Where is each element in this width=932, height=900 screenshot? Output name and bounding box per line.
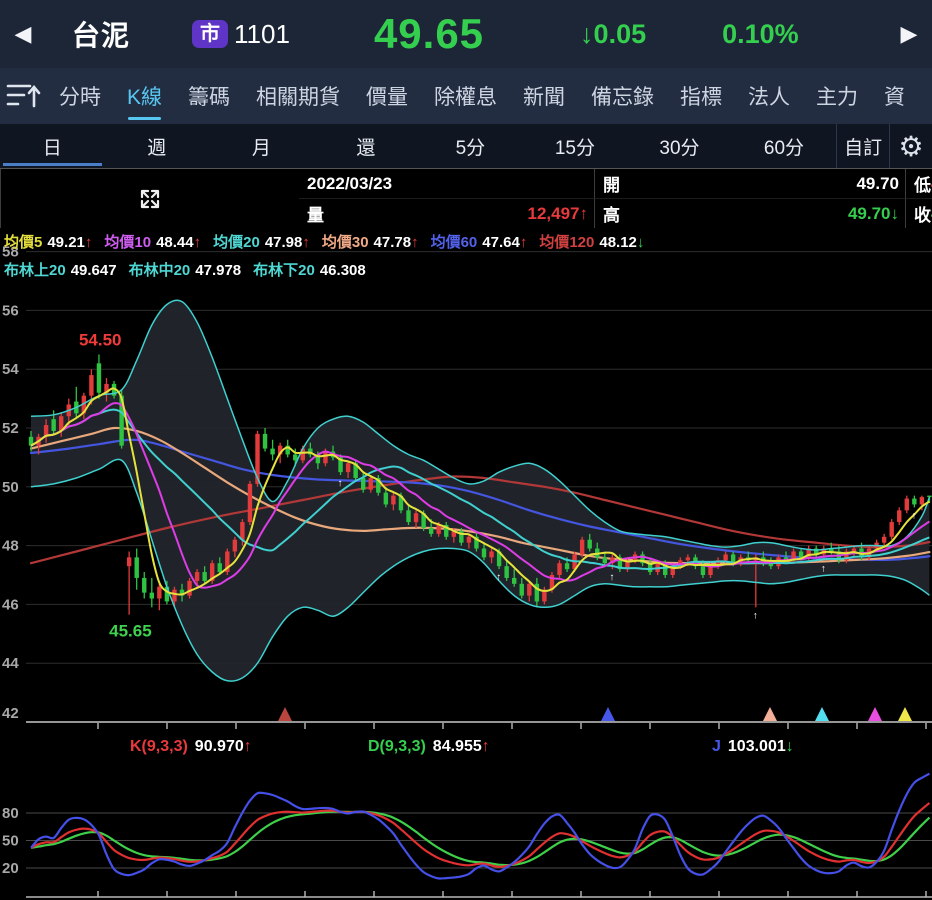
- chart-area: 58 56 54 52 50 48 46 44 42 ↑ ↑ ↑ ↑ ↑ ↑ 54.50 45.65 均價5 49…: [0, 228, 932, 900]
- svg-text:44: 44: [2, 655, 19, 672]
- sort-list-icon[interactable]: [0, 79, 46, 113]
- price-change-percent: 0.10%: [722, 18, 799, 49]
- tab-5[interactable]: 價量: [366, 86, 409, 109]
- tab-4[interactable]: 相關期貨: [256, 86, 341, 109]
- tab-9[interactable]: 指標: [680, 86, 723, 109]
- stock-code: 1101: [234, 18, 290, 49]
- kdj-legend-item-3: J 103.001↓: [712, 738, 794, 755]
- svg-text:56: 56: [2, 302, 19, 319]
- svg-text:54.50: 54.50: [79, 331, 122, 350]
- down-arrow-icon: ↓: [890, 203, 900, 223]
- period-2[interactable]: 週: [147, 137, 167, 159]
- quote-open: 開 49.70: [594, 169, 905, 199]
- period-4[interactable]: 還: [356, 137, 376, 159]
- quote-date: 2022/03/23: [299, 169, 594, 199]
- price-change: ↓0.05: [580, 18, 647, 49]
- quote-high: 高 49.70↓: [594, 199, 905, 229]
- period-6[interactable]: 15分: [554, 137, 595, 159]
- tab-bar: 分時 K線 籌碼 相關期貨 價量 除權息 新聞 備忘錄 指標 法人 主力 資: [0, 68, 932, 124]
- svg-text:58: 58: [2, 244, 19, 261]
- header: ◀ 台泥 市 1101 49.65 ↓0.05 0.10% ▶: [0, 0, 932, 68]
- up-arrow-icon: ↑: [579, 203, 589, 223]
- prev-stock-button[interactable]: ◀: [14, 21, 32, 46]
- svg-text:↑: ↑: [609, 572, 614, 583]
- svg-text:48: 48: [2, 538, 19, 555]
- kdj-legend: K(9,3,3) 90.970↑ D(9,3,3) 84.955↑ J 103.001↓: [0, 735, 932, 765]
- svg-text:52: 52: [2, 420, 19, 437]
- tab-list: 分時 K線 籌碼 相關期貨 價量 除權息 新聞 備忘錄 指標 法人 主力 資: [46, 68, 918, 124]
- stock-name: 台泥: [72, 20, 131, 51]
- svg-text:↑: ↑: [338, 478, 343, 489]
- period-1[interactable]: 日: [0, 124, 105, 168]
- svg-text:↑: ↑: [753, 610, 758, 621]
- svg-text:54: 54: [2, 361, 19, 378]
- svg-text:50: 50: [2, 833, 19, 850]
- tab-11[interactable]: 主力: [816, 86, 859, 109]
- last-price: 49.65: [373, 10, 485, 57]
- fullscreen-expand-icon[interactable]: [0, 169, 299, 229]
- quote-close: 收 49.65↓: [905, 199, 932, 229]
- kdj-legend-item-2: D(9,3,3) 84.955↑: [368, 738, 490, 755]
- kdj-indicator-chart[interactable]: 80 50 20: [0, 770, 932, 900]
- tab-2[interactable]: K線: [126, 68, 163, 124]
- period-5[interactable]: 5分: [455, 137, 486, 159]
- quote-volume: 量 12,497↑: [299, 199, 594, 229]
- svg-text:↑: ↑: [911, 510, 916, 521]
- tab-7[interactable]: 新聞: [523, 86, 566, 109]
- down-arrow-icon: ↓: [580, 18, 594, 49]
- tab-10[interactable]: 法人: [748, 86, 791, 109]
- svg-text:50: 50: [2, 479, 19, 496]
- quote-grid: 2022/03/23 開49.70 低 49.45↑ 量 12,497↑ 高 4…: [0, 168, 932, 229]
- tab-12[interactable]: 資: [884, 86, 906, 109]
- tab-6[interactable]: 除權息: [434, 86, 498, 109]
- period-list: 日 週 月 還 5分 15分 30分 60分: [0, 124, 836, 168]
- svg-text:42: 42: [2, 705, 19, 722]
- period-7[interactable]: 30分: [659, 137, 700, 159]
- svg-text:↑: ↑: [496, 572, 501, 583]
- period-3[interactable]: 月: [251, 137, 271, 159]
- tab-8[interactable]: 備忘錄: [591, 86, 655, 109]
- tab-3[interactable]: 籌碼: [188, 86, 231, 109]
- tab-1[interactable]: 分時: [59, 86, 101, 109]
- kdj-legend-item-1: K(9,3,3) 90.970↑: [130, 738, 252, 755]
- quote-low: 低 49.45↑: [905, 169, 932, 199]
- svg-text:20: 20: [2, 860, 19, 877]
- custom-period-button[interactable]: 自訂: [836, 124, 889, 168]
- period-8[interactable]: 60分: [763, 137, 805, 159]
- svg-text:45.65: 45.65: [109, 622, 152, 641]
- svg-text:80: 80: [2, 805, 19, 822]
- market-badge: 市: [192, 20, 229, 48]
- svg-text:↑: ↑: [821, 563, 826, 574]
- next-stock-button[interactable]: ▶: [900, 21, 918, 46]
- period-bar: 日 週 月 還 5分 15分 30分 60分 自訂 ⚙: [0, 124, 932, 168]
- gear-icon[interactable]: ⚙: [889, 124, 932, 168]
- svg-text:46: 46: [2, 596, 19, 613]
- main-candlestick-chart[interactable]: 58 56 54 52 50 48 46 44 42 ↑ ↑ ↑ ↑ ↑ ↑ 54.50 45.65: [0, 228, 932, 732]
